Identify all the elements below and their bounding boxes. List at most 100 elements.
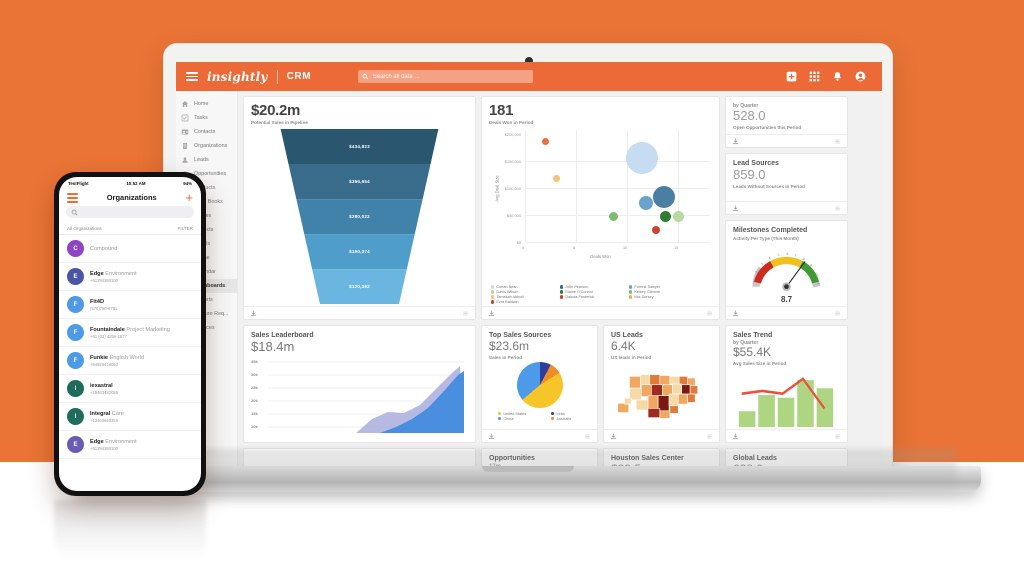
download-icon[interactable]: [732, 204, 739, 212]
card-top-sales-sources[interactable]: Top Sales Sources $23.6m Sales in Period…: [481, 325, 598, 443]
legend-item[interactable]: Elaine O'Connor: [560, 290, 624, 294]
account-icon[interactable]: [855, 71, 866, 82]
list-item[interactable]: E Edge Environment +61294380100: [59, 263, 201, 291]
phone-search-input[interactable]: [66, 206, 194, 218]
card-milestones-completed[interactable]: Milestones Completed Activity Per Type (…: [725, 220, 848, 320]
scatter-point[interactable]: [626, 141, 658, 174]
list-item[interactable]: I Integral Care +13460640355: [59, 403, 201, 431]
bell-icon[interactable]: [832, 71, 843, 82]
download-icon[interactable]: [250, 309, 257, 317]
search-bar[interactable]: [358, 70, 534, 83]
hamburger-icon[interactable]: [186, 72, 198, 81]
org-name: Fountaindale Project Marketing: [90, 327, 170, 333]
org-phone: +61 (03) 4256-1677: [90, 333, 127, 339]
legend-item[interactable]: United States: [498, 412, 546, 416]
scatter-value: 181: [489, 102, 514, 119]
scatter-point[interactable]: [639, 195, 653, 210]
org-name-main: Integral: [90, 410, 111, 417]
scatter-point[interactable]: [609, 211, 618, 221]
legend-item[interactable]: Tamekah Abbott: [491, 295, 555, 299]
hamburger-icon[interactable]: [67, 192, 78, 203]
scatter-point[interactable]: [652, 225, 660, 234]
resize-handle-icon[interactable]: [834, 310, 841, 317]
download-icon[interactable]: [610, 432, 617, 440]
sidebar-item-contacts[interactable]: Contacts: [176, 125, 237, 139]
list-item[interactable]: E Edge Environment +61294380100: [59, 431, 201, 459]
card-houston-sales-center[interactable]: Houston Sales Center $23.5m: [603, 448, 720, 467]
legend-item[interactable]: Kelsey Gilmore: [629, 290, 693, 294]
card-us-leads[interactable]: US Leads 6.4K US leads in Period: [603, 325, 720, 443]
laptop-base-notch: [482, 466, 574, 472]
resize-handle-icon[interactable]: [834, 205, 841, 212]
download-icon[interactable]: [488, 309, 495, 317]
card-sales-trend[interactable]: Sales Trend by Quarter $55.4K Avg Sales …: [725, 325, 848, 443]
add-box-icon[interactable]: [786, 71, 797, 82]
resize-handle-icon[interactable]: [706, 433, 713, 440]
card-deals-won-scatter[interactable]: 181 Deals Won in Period $200,000 $150,00…: [481, 96, 720, 320]
resize-handle-icon[interactable]: [834, 138, 841, 145]
download-icon[interactable]: [732, 137, 739, 145]
legend-item[interactable]: Dakota Frederick: [560, 295, 624, 299]
legend-item[interactable]: Conan Bean: [491, 285, 555, 289]
insightly-logo[interactable]: insightly: [207, 69, 268, 84]
resize-handle-icon[interactable]: [462, 310, 469, 317]
scatter-point[interactable]: [653, 185, 675, 208]
resize-handle-icon[interactable]: [584, 433, 591, 440]
search-input[interactable]: [372, 73, 530, 80]
sidebar-item-home[interactable]: Home: [176, 97, 237, 111]
lead-sources-subtitle: Leads Without Sources in Period: [733, 184, 805, 190]
legend-swatch: [551, 416, 555, 421]
card-global-leads[interactable]: Global Leads 628.0: [725, 448, 848, 467]
sales-trend-chart[interactable]: [733, 368, 840, 427]
download-icon[interactable]: [488, 432, 495, 440]
dashboard-right-column: by Quarter 528.0 Open Opportunities this…: [725, 96, 848, 320]
card-opportunities[interactable]: Opportunities 17m: [481, 448, 598, 467]
list-item[interactable]: F Fountaindale Project Marketing +61 (03…: [59, 319, 201, 347]
legend-item[interactable]: Forrest Sawyer: [629, 285, 693, 289]
legend-item[interactable]: India: [551, 412, 581, 416]
legend-item[interactable]: China: [498, 417, 546, 421]
funnel-segment-label: $434,823: [349, 143, 370, 149]
card-footer: [244, 306, 475, 319]
sales-trend-subtitle: Avg Sales Size in Period: [733, 360, 787, 366]
list-item[interactable]: F Fit4D (570)780-6781: [59, 291, 201, 319]
quarter-card-title: by Quarter: [733, 103, 759, 109]
quarter-card-value: 528.0: [733, 108, 766, 123]
apps-grid-icon[interactable]: [809, 71, 820, 82]
scatter-point[interactable]: [542, 137, 549, 145]
us-map-chart[interactable]: [611, 360, 712, 427]
legend-item[interactable]: Australia: [551, 417, 581, 421]
gridline: [678, 129, 679, 242]
pie-chart[interactable]: [516, 361, 563, 408]
legend-item[interactable]: Ezra Baldwin: [491, 300, 555, 304]
legend-item[interactable]: Mia Dorsey: [629, 295, 693, 299]
sidebar-item-leads[interactable]: Leads: [176, 153, 237, 167]
resize-handle-icon[interactable]: [706, 310, 713, 317]
top-sources-value: $23.6m: [489, 339, 530, 354]
header-divider: [276, 69, 278, 84]
download-icon[interactable]: [732, 309, 739, 317]
sidebar-item-organizations[interactable]: Organizations: [176, 139, 237, 153]
legend-item[interactable]: Jolie Pearson: [560, 285, 624, 289]
list-item[interactable]: I iexastral +15463432055: [59, 375, 201, 403]
scatter-point[interactable]: [660, 210, 671, 222]
scatter-point[interactable]: [673, 210, 684, 222]
card-open-opportunities[interactable]: by Quarter 528.0 Open Opportunities this…: [725, 96, 848, 148]
svg-text:3: 3: [760, 262, 764, 266]
filter-button[interactable]: FILTER: [177, 226, 193, 231]
card-sales-leaderboard[interactable]: Sales Leaderboard $18.4m 35k 30k 25k 20k…: [243, 325, 476, 443]
card-lead-sources[interactable]: Lead Sources 859.0 Leads Without Sources…: [725, 153, 848, 215]
scatter-point[interactable]: [553, 174, 560, 182]
legend-item[interactable]: Davis Wilson: [491, 290, 555, 294]
download-icon[interactable]: [732, 432, 739, 440]
lead-sources-value: 859.0: [733, 167, 766, 183]
milestones-subtitle: Activity Per Type (This Month): [733, 236, 799, 242]
resize-handle-icon[interactable]: [834, 433, 841, 440]
phone-page-title: Organizations: [106, 193, 157, 202]
sidebar-item-tasks[interactable]: Tasks: [176, 111, 237, 125]
list-item[interactable]: F Funkie English World +84926416053: [59, 347, 201, 375]
plus-icon[interactable]: +: [185, 190, 193, 205]
card-footer: [726, 306, 847, 319]
list-item[interactable]: C Compound: [59, 235, 201, 263]
card-potential-sales-funnel[interactable]: $20.2m Potential Sales in Pipeline: [243, 96, 476, 320]
